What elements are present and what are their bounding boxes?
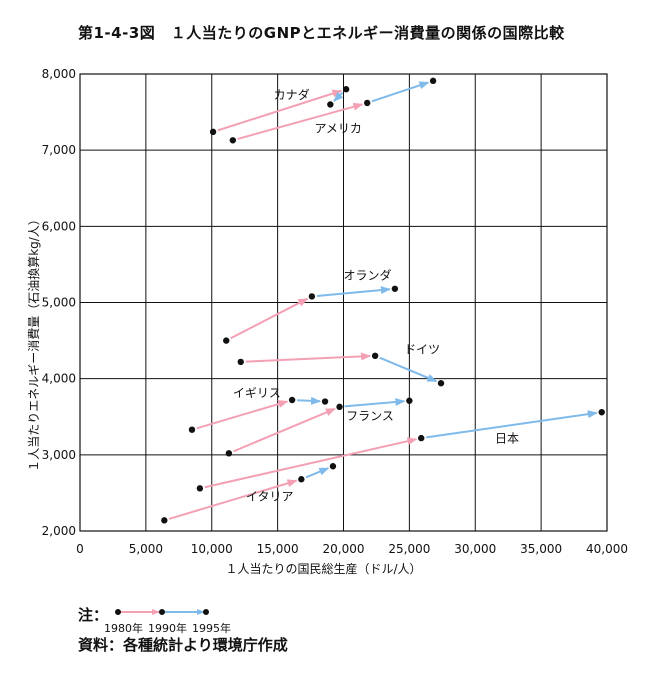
country-label: フランス bbox=[346, 409, 394, 423]
y-axis-label: １人当たりエネルギー消費量（石油換算kg/人） bbox=[26, 213, 41, 472]
data-point-1980 bbox=[161, 517, 168, 524]
arrow-1990-1995 bbox=[379, 356, 438, 383]
data-points bbox=[161, 77, 605, 524]
x-axis-label: １人当たりの国民総生産（ドル/人） bbox=[225, 561, 421, 576]
data-point-1990 bbox=[336, 403, 343, 411]
arrow-1990-1995 bbox=[371, 81, 430, 103]
country-label: カナダ bbox=[274, 87, 310, 102]
x-tick-label: 40,000 bbox=[586, 542, 628, 556]
source-note: 資料：各種統計より環境庁作成 bbox=[78, 636, 288, 654]
data-point-1990 bbox=[371, 352, 379, 360]
data-point-1995 bbox=[329, 463, 337, 470]
data-point-1980 bbox=[237, 358, 244, 366]
data-point-1995 bbox=[437, 380, 445, 387]
trajectory-arrows bbox=[168, 81, 598, 520]
arrow-1980-1990 bbox=[233, 407, 336, 453]
data-point-1990 bbox=[298, 476, 305, 483]
x-tick-label: 25,000 bbox=[388, 542, 430, 556]
figure-title: 第1-4-3図 １人当たりのGNPとエネルギー消費量の関係の国際比較 bbox=[78, 24, 565, 42]
country-label: オランダ bbox=[344, 268, 392, 283]
legend-year-1990: 1990年 bbox=[148, 622, 187, 635]
data-point-1980 bbox=[188, 426, 196, 433]
data-point-1990 bbox=[342, 86, 350, 93]
country-label: アメリカ bbox=[315, 122, 362, 136]
y-tick-label: 3,000 bbox=[42, 448, 76, 462]
energy-gnp-chart: 0 5,000 10,000 15,000 20,000 25,000 30,000 35,0… bbox=[26, 67, 628, 576]
data-point-1995 bbox=[391, 285, 399, 292]
data-point-1995 bbox=[321, 398, 329, 405]
arrow-1990-1995 bbox=[305, 467, 330, 479]
data-point-1995 bbox=[406, 397, 413, 404]
legend-dot-1980 bbox=[115, 609, 121, 615]
data-point-1980 bbox=[196, 485, 204, 492]
arrow-1980-1990 bbox=[168, 479, 298, 520]
x-tick-label: 20,000 bbox=[323, 542, 365, 556]
y-tick-label: 2,000 bbox=[42, 524, 76, 538]
arrow-1990-1995 bbox=[316, 286, 391, 297]
arrow-1980-1990 bbox=[245, 352, 372, 363]
x-tick-label: 35,000 bbox=[520, 542, 562, 556]
y-tick-label: 6,000 bbox=[42, 219, 76, 233]
legend-dot-1995 bbox=[203, 609, 209, 615]
x-tick-label: 30,000 bbox=[454, 542, 496, 556]
data-point-1980 bbox=[223, 337, 230, 344]
note-label: 注： bbox=[78, 606, 109, 624]
legend-year-1980: 1980年 bbox=[104, 622, 143, 635]
y-tick-label: 7,000 bbox=[42, 143, 76, 157]
arrow-1980-1990 bbox=[204, 437, 418, 489]
y-axis-ticks: 2,000 3,000 4,000 5,000 6,000 7,000 8,000 bbox=[42, 67, 76, 538]
legend-year-1995: 1995年 bbox=[192, 622, 231, 635]
data-point-1990 bbox=[418, 434, 425, 442]
legend-dot-1990 bbox=[159, 609, 165, 615]
data-point-1980 bbox=[229, 137, 237, 144]
x-tick-label: 5,000 bbox=[129, 542, 163, 556]
country-label: イタリア bbox=[246, 490, 294, 504]
data-point-1990 bbox=[364, 99, 371, 107]
country-label: 日本 bbox=[495, 432, 519, 446]
data-point-1980 bbox=[209, 128, 217, 136]
arrow-1990-1995 bbox=[333, 91, 344, 102]
arrow-1980-1990 bbox=[230, 297, 309, 340]
year-legend: 1980年 1990年 1995年 bbox=[104, 604, 231, 635]
x-tick-label: 10,000 bbox=[191, 542, 233, 556]
x-tick-label: 0 bbox=[76, 542, 84, 556]
country-label: イギリス bbox=[233, 386, 281, 400]
data-point-1995 bbox=[429, 77, 437, 85]
x-tick-label: 15,000 bbox=[257, 542, 299, 556]
arrow-1980-1990 bbox=[217, 89, 343, 132]
arrow-1990-1995 bbox=[426, 410, 598, 439]
arrow-1980-1990 bbox=[196, 400, 289, 430]
arrow-1980-1990 bbox=[237, 102, 364, 140]
data-point-1995 bbox=[598, 408, 605, 416]
legend-note: 注： 1980年 1990年 1995年 bbox=[78, 604, 398, 635]
data-point-1990 bbox=[288, 396, 296, 404]
arrow-1990-1995 bbox=[297, 396, 322, 405]
y-tick-label: 5,000 bbox=[42, 296, 76, 310]
data-point-1995 bbox=[327, 101, 334, 108]
country-label: ドイツ bbox=[404, 343, 440, 357]
arrow-1990-1995 bbox=[344, 397, 406, 408]
legend-arrows bbox=[115, 609, 209, 615]
x-axis-ticks: 0 5,000 10,000 15,000 20,000 25,000 30,000 35,0… bbox=[76, 542, 628, 556]
y-tick-label: 4,000 bbox=[42, 372, 76, 386]
y-tick-label: 8,000 bbox=[42, 67, 76, 81]
data-point-1990 bbox=[308, 293, 316, 300]
data-point-1980 bbox=[225, 450, 233, 457]
